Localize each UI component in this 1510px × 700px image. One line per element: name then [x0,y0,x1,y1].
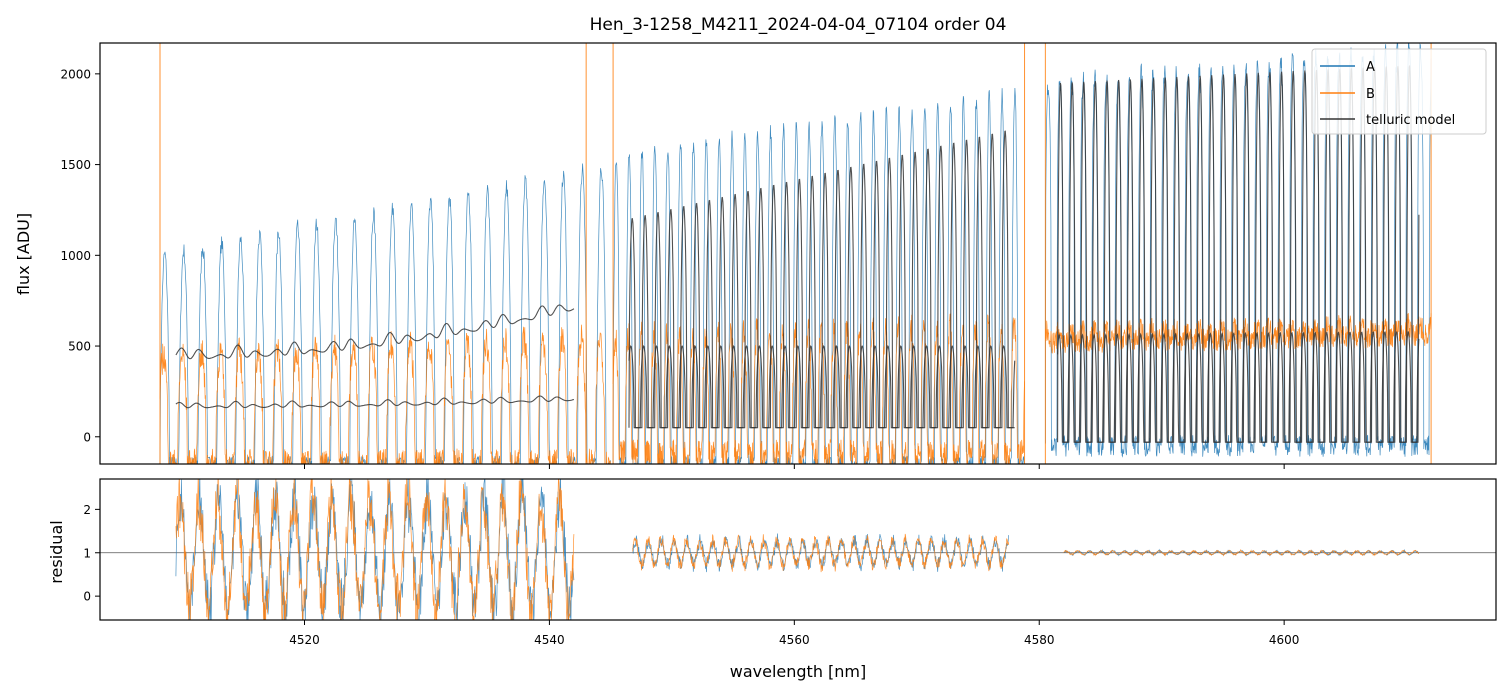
flux-ytick-label: 500 [68,340,91,354]
flux-ytick-label: 1000 [60,249,91,263]
residual-ytick-label: 2 [83,503,91,517]
residual-x-ticks: 4520 4540 4560 4580 4600 [289,620,1299,647]
flux-ytick-label: 1500 [60,158,91,172]
legend-frame [1311,48,1487,135]
residual-series-b-line [175,479,575,620]
series-model-line [628,345,1016,429]
legend-label-a: A [1366,60,1375,75]
series-a-line [612,87,1025,464]
flux-axes-frame [99,42,1497,465]
residual-xlabel: wavelength [nm] [730,662,867,681]
residual-axes-frame [99,478,1497,621]
flux-x-ticks [304,464,1285,469]
residual-xtick-label: 4520 [289,633,320,647]
series-model-line [175,395,575,409]
residual-xtick-label: 4540 [534,633,565,647]
series-model-line [628,130,1015,429]
residual-ytick-label: 0 [83,590,91,604]
residual-series-b-line [632,533,1009,573]
series-model-line [175,304,575,360]
flux-plot-area [159,43,1432,464]
residual-plot-area [100,479,1496,620]
residual-y-ticks: 0 1 2 [83,503,100,604]
flux-y-ticks: 0 500 1000 1500 2000 [60,67,100,444]
residual-xtick-label: 4560 [779,633,810,647]
series-b-line [612,313,1025,464]
legend-label-model: telluric model [1366,113,1455,128]
series-b-line [159,324,611,464]
series-a-line [159,163,611,464]
chart-title: Hen_3-1258_M4211_2024-04-04_07104 order … [590,15,1007,35]
flux-ytick-label: 0 [83,430,91,444]
series-model-line [1057,331,1420,443]
residual-xtick-label: 4600 [1269,633,1300,647]
residual-ylabel: residual [47,520,66,583]
legend-label-b: B [1366,87,1375,102]
residual-xtick-label: 4580 [1024,633,1055,647]
residual-series-b-line [1063,548,1420,557]
legend: A B telluric model [1311,48,1487,135]
flux-ylabel: flux [ADU] [14,213,33,295]
residual-ytick-label: 1 [83,546,91,560]
flux-ytick-label: 2000 [60,67,91,81]
